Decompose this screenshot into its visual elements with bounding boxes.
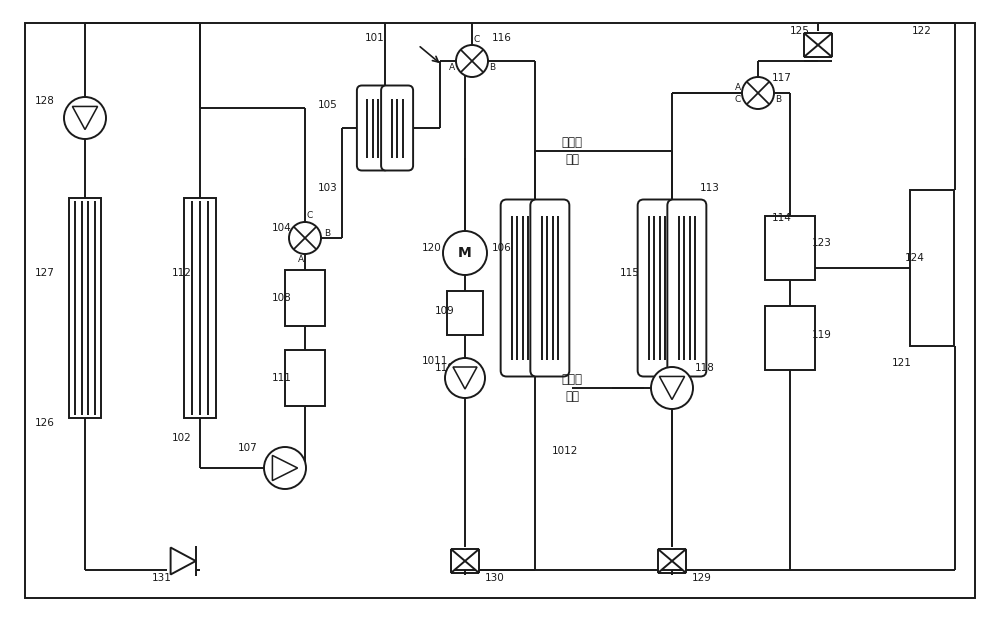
Text: 115: 115 — [620, 268, 640, 278]
Text: 131: 131 — [152, 573, 172, 583]
Text: 118: 118 — [695, 363, 715, 373]
Bar — [765, 306, 815, 370]
Bar — [69, 198, 101, 418]
Text: 102: 102 — [172, 433, 192, 443]
Circle shape — [443, 231, 487, 275]
Text: 120: 120 — [422, 243, 442, 253]
Text: 122: 122 — [912, 26, 932, 36]
Text: 111: 111 — [272, 373, 292, 383]
FancyBboxPatch shape — [530, 199, 569, 376]
Text: 110: 110 — [435, 363, 455, 373]
FancyBboxPatch shape — [381, 85, 413, 171]
Text: 116: 116 — [492, 33, 512, 43]
Text: 121: 121 — [892, 358, 912, 368]
Polygon shape — [451, 549, 465, 573]
Text: A: A — [298, 255, 304, 265]
Text: 114: 114 — [772, 213, 792, 223]
Bar — [765, 216, 815, 280]
Text: C: C — [474, 34, 480, 44]
Text: B: B — [775, 95, 781, 103]
Text: 125: 125 — [790, 26, 810, 36]
Text: 127: 127 — [35, 268, 55, 278]
Polygon shape — [272, 455, 298, 480]
Circle shape — [264, 447, 306, 489]
Polygon shape — [171, 548, 196, 574]
Text: 107: 107 — [238, 443, 258, 453]
Bar — [184, 198, 216, 418]
Text: A: A — [735, 82, 741, 92]
FancyBboxPatch shape — [638, 199, 677, 376]
Text: C: C — [735, 95, 741, 103]
Text: 113: 113 — [700, 183, 720, 193]
Text: 112: 112 — [172, 268, 192, 278]
Circle shape — [64, 97, 106, 139]
Text: 124: 124 — [905, 253, 925, 263]
Polygon shape — [658, 549, 672, 573]
Text: 123: 123 — [812, 238, 832, 248]
Polygon shape — [659, 376, 685, 399]
Text: 接空调
系统: 接空调 系统 — [562, 373, 582, 403]
Text: 126: 126 — [35, 418, 55, 428]
Bar — [910, 190, 954, 346]
FancyBboxPatch shape — [501, 199, 540, 376]
Text: 128: 128 — [35, 96, 55, 106]
Circle shape — [651, 367, 693, 409]
Text: M: M — [458, 246, 472, 260]
Polygon shape — [465, 549, 479, 573]
Polygon shape — [453, 367, 477, 389]
Bar — [285, 350, 325, 406]
FancyBboxPatch shape — [667, 199, 706, 376]
Text: 117: 117 — [772, 73, 792, 83]
Text: 105: 105 — [318, 100, 338, 110]
Text: 130: 130 — [485, 573, 505, 583]
Polygon shape — [672, 549, 686, 573]
Polygon shape — [804, 33, 818, 57]
Text: 119: 119 — [812, 330, 832, 340]
Text: A: A — [449, 62, 455, 72]
Text: B: B — [324, 229, 330, 237]
Text: B: B — [489, 62, 495, 72]
Text: 103: 103 — [318, 183, 338, 193]
Text: 109: 109 — [435, 306, 455, 316]
Text: C: C — [307, 211, 313, 221]
Polygon shape — [72, 107, 98, 130]
Text: 104: 104 — [272, 223, 292, 233]
Circle shape — [289, 222, 321, 254]
Text: 106: 106 — [492, 243, 512, 253]
Bar — [447, 291, 483, 335]
Circle shape — [445, 358, 485, 398]
Text: 101: 101 — [365, 33, 385, 43]
FancyBboxPatch shape — [357, 85, 389, 171]
Text: 129: 129 — [692, 573, 712, 583]
Text: 1012: 1012 — [552, 446, 578, 456]
Bar — [285, 270, 325, 326]
Text: 108: 108 — [272, 293, 292, 303]
Polygon shape — [818, 33, 832, 57]
Circle shape — [742, 77, 774, 109]
Text: 1011: 1011 — [422, 356, 448, 366]
Text: 接空调
系统: 接空调 系统 — [562, 136, 582, 166]
Circle shape — [456, 45, 488, 77]
